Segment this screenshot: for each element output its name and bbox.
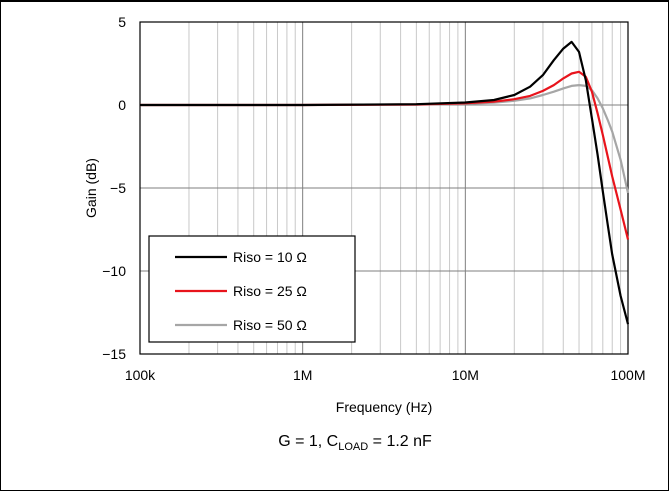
caption-subscript: LOAD bbox=[338, 441, 368, 453]
caption-prefix: G = 1, C bbox=[278, 433, 338, 450]
x-axis-label: Frequency (Hz) bbox=[336, 399, 432, 415]
series-line-1 bbox=[140, 40, 630, 325]
series-layer bbox=[140, 40, 630, 325]
x-tick-label: 100k bbox=[125, 367, 156, 383]
legend-label: Riso = 50 Ω bbox=[233, 317, 307, 333]
x-tick-label: 10M bbox=[452, 367, 479, 383]
y-tick-label: −15 bbox=[102, 346, 126, 362]
x-tick-label: 100M bbox=[610, 367, 645, 383]
x-tick-label: 1M bbox=[293, 367, 312, 383]
y-tick-label: −10 bbox=[102, 263, 126, 279]
legend-label: Riso = 25 Ω bbox=[233, 283, 307, 299]
legend: Riso = 10 Ω Riso = 25 Ω Riso = 50 Ω bbox=[148, 235, 356, 343]
chart-caption: G = 1, CLOAD = 1.2 nF bbox=[278, 433, 432, 453]
y-tick-label: 5 bbox=[118, 14, 126, 30]
legend-label: Riso = 10 Ω bbox=[233, 249, 307, 265]
y-tick-label: −5 bbox=[110, 180, 126, 196]
tick-labels: 100k 1M 10M 100M 5 0 −5 −10 −15 bbox=[102, 14, 645, 383]
y-tick-label: 0 bbox=[118, 97, 126, 113]
y-axis-label: Gain (dB) bbox=[83, 158, 99, 218]
series-line-3 bbox=[140, 83, 630, 194]
series-line-2 bbox=[140, 70, 630, 240]
caption-suffix: = 1.2 nF bbox=[368, 433, 432, 450]
